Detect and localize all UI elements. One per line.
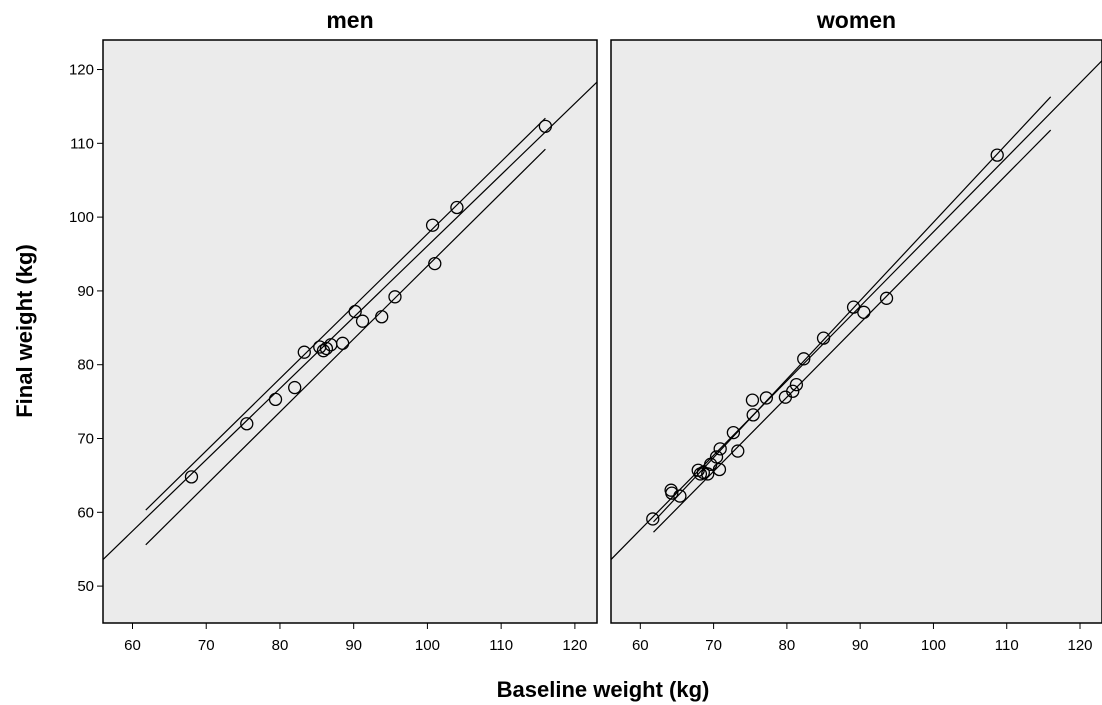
data-point <box>759 391 774 405</box>
data-point <box>797 352 811 366</box>
data-point <box>355 314 370 328</box>
ci-upper-line <box>653 96 1052 523</box>
data-point <box>665 486 679 500</box>
data-point <box>319 341 334 356</box>
data-point <box>709 450 724 464</box>
x-tick-label: 100 <box>415 637 440 654</box>
data-point <box>450 200 464 215</box>
data-point <box>288 380 302 395</box>
y-tick-label: 100 <box>69 209 94 226</box>
ci-lower-line <box>145 148 546 546</box>
data-point <box>425 218 440 232</box>
panel-men: men 60 70 80 90 100 110 120 50 60 70 80 90 100 110 120 <box>69 7 598 654</box>
y-tick-label: 110 <box>70 135 94 152</box>
data-point <box>428 256 442 271</box>
data-points-women <box>646 148 1004 526</box>
data-point <box>375 310 389 324</box>
data-point <box>538 119 553 133</box>
data-point <box>745 393 760 407</box>
data-point <box>713 442 727 456</box>
data-point <box>726 425 741 440</box>
regression-line <box>103 81 597 560</box>
data-point <box>701 467 715 481</box>
y-tick-label: 70 <box>77 431 94 448</box>
data-point <box>712 462 727 477</box>
plot-area-women <box>610 39 1102 624</box>
data-point <box>789 377 804 392</box>
x-axis-title: Baseline weight (kg) <box>497 677 710 702</box>
data-point <box>388 290 402 304</box>
x-tick-label: 90 <box>345 637 362 654</box>
data-point <box>240 417 254 431</box>
ci-lower-line <box>653 129 1052 533</box>
data-point <box>731 444 745 458</box>
plot-area-men <box>102 39 598 624</box>
panel-title-men: men <box>326 7 373 33</box>
data-point <box>879 291 894 305</box>
data-point <box>846 300 861 314</box>
y-tick-label: 120 <box>69 62 94 79</box>
x-tick-label: 70 <box>705 637 722 654</box>
x-tick-label: 110 <box>489 637 513 654</box>
data-point <box>786 384 800 398</box>
data-point <box>297 345 311 359</box>
x-tick-label: 60 <box>632 637 649 654</box>
y-axis-title: Final weight (kg) <box>12 244 37 418</box>
y-tick-label: 80 <box>77 357 94 374</box>
data-point <box>348 304 362 319</box>
fit-lines-men <box>103 81 597 560</box>
x-tick-label: 100 <box>921 637 946 654</box>
data-points-men <box>184 119 553 484</box>
x-tick-label: 120 <box>1067 637 1092 654</box>
data-point <box>646 512 660 526</box>
x-tick-label: 120 <box>562 637 587 654</box>
data-point <box>673 489 687 503</box>
panel-title-women: women <box>816 7 896 33</box>
y-tick-label: 60 <box>77 504 94 521</box>
data-point <box>184 470 199 484</box>
x-tick-label: 110 <box>995 637 1019 654</box>
x-tick-label: 90 <box>852 637 869 654</box>
data-point <box>857 305 871 319</box>
data-point <box>746 408 760 422</box>
data-point <box>268 392 283 407</box>
x-tick-label: 80 <box>272 637 289 654</box>
x-tick-label: 80 <box>779 637 796 654</box>
x-tick-label: 60 <box>124 637 141 654</box>
data-point <box>816 331 831 345</box>
ci-upper-line <box>145 117 546 511</box>
fit-lines-women <box>611 60 1102 560</box>
x-tick-label: 70 <box>198 637 215 654</box>
y-tick-label: 50 <box>77 578 94 595</box>
data-point <box>990 148 1004 162</box>
regression-line <box>611 60 1102 560</box>
data-point <box>335 336 350 350</box>
panel-women: women 60 70 80 90 100 110 120 <box>610 7 1102 654</box>
y-tick-label: 90 <box>77 283 94 300</box>
